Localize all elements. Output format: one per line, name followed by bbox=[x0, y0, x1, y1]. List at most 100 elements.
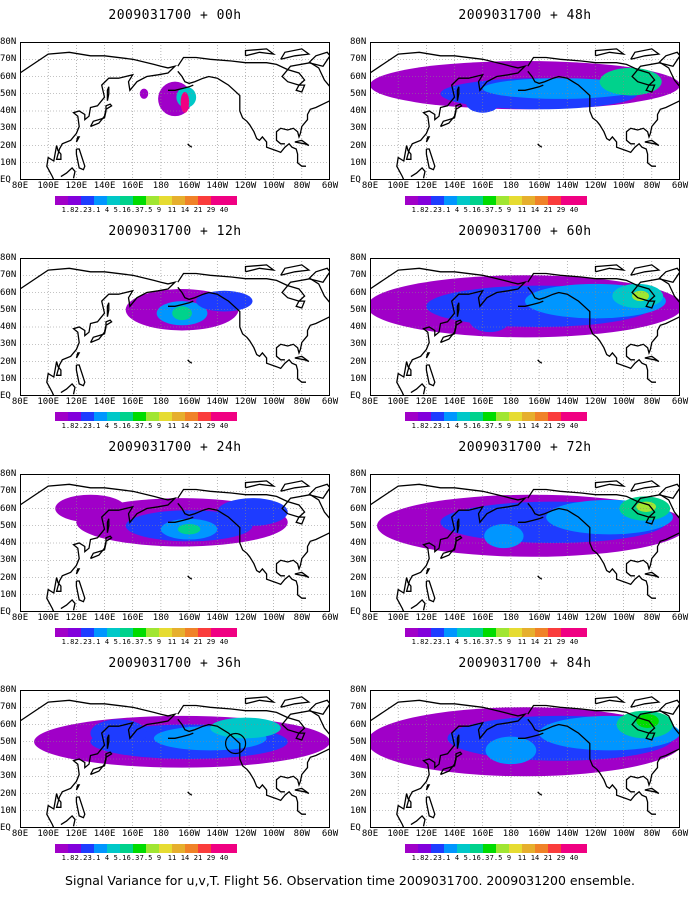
colorbar-label: 9 bbox=[156, 422, 162, 430]
colorbar-label: 14 bbox=[180, 422, 190, 430]
colorbar-swatch bbox=[133, 844, 146, 853]
colorbar-swatch bbox=[405, 628, 418, 637]
colorbar-swatch bbox=[68, 628, 81, 637]
coastline bbox=[89, 319, 113, 344]
colorbar-swatch bbox=[107, 844, 120, 853]
colorbar-swatch bbox=[496, 628, 509, 637]
colorbar-swatch bbox=[198, 196, 211, 205]
coastline bbox=[89, 751, 113, 776]
longitude-label: 180 bbox=[502, 829, 520, 839]
coastline bbox=[425, 784, 431, 791]
colorbar-swatch bbox=[81, 412, 94, 421]
longitude-label: 140E bbox=[93, 829, 116, 839]
map-panel: 2009031700 + 84h 80N 70N 60N 50N 40N 30N 20N 10N… bbox=[350, 648, 700, 862]
latitude-label: 20N bbox=[350, 788, 367, 799]
colorbar-label: 11 bbox=[167, 206, 177, 214]
colorbar-label: 3.1 bbox=[437, 422, 451, 430]
coastline bbox=[370, 483, 528, 612]
latitude-label: 20N bbox=[350, 140, 367, 151]
longitude-label: 80W bbox=[643, 829, 660, 839]
colorbar-label: 9 bbox=[506, 422, 512, 430]
colorbar-label: 5.1 bbox=[113, 422, 127, 430]
colorbar-swatch bbox=[185, 628, 198, 637]
colorbar-swatch bbox=[548, 412, 561, 421]
panel-title: 2009031700 + 12h bbox=[108, 224, 242, 239]
map-panel: 2009031700 + 48h 80N 70N 60N 50N 40N 30N 20N 10N… bbox=[350, 0, 700, 214]
latitude-label: 50N bbox=[0, 304, 17, 315]
coastline bbox=[275, 532, 330, 577]
colorbar-label: 29 bbox=[556, 638, 566, 646]
colorbar-swatch bbox=[133, 628, 146, 637]
coastline bbox=[644, 139, 660, 147]
latitude-label: 20N bbox=[350, 356, 367, 367]
colorbar-swatch bbox=[444, 844, 457, 853]
colorbar-swatch bbox=[120, 412, 133, 421]
coastline bbox=[294, 355, 310, 363]
latitude-label: 40N bbox=[350, 106, 367, 116]
latitude-label: 30N bbox=[350, 771, 367, 782]
colorbar-label: 1.8 bbox=[411, 206, 425, 214]
map-panel: 2009031700 + 60h 80N 70N 60N 50N 40N 30N 20N 10N… bbox=[350, 216, 700, 430]
coastline bbox=[410, 166, 426, 179]
colorbar-swatch bbox=[107, 196, 120, 205]
colorbar-label: 40 bbox=[219, 422, 229, 430]
colorbar-swatch bbox=[509, 844, 522, 853]
coastline bbox=[177, 502, 306, 599]
coastline bbox=[60, 382, 76, 395]
coastline bbox=[425, 364, 436, 387]
colorbar-swatch bbox=[120, 844, 133, 853]
colorbar-swatch bbox=[198, 844, 211, 853]
colorbar-swatch bbox=[470, 628, 483, 637]
panel-title: 2009031700 + 48h bbox=[458, 8, 592, 23]
colorbar-label: 7.5 bbox=[139, 206, 153, 214]
colorbar-swatch bbox=[470, 196, 483, 205]
coastline bbox=[20, 483, 178, 612]
longitude-label: 100W bbox=[262, 613, 285, 623]
coastline bbox=[625, 532, 680, 577]
colorbar-label: 2.2 bbox=[74, 422, 88, 430]
colorbar-swatch bbox=[120, 628, 133, 637]
map-panel: 2009031700 + 36h 80N 70N 60N 50N 40N 30N 20N 10N… bbox=[0, 648, 350, 862]
colorbar-label: 11 bbox=[517, 206, 527, 214]
longitude-label: 160W bbox=[178, 829, 200, 839]
latitude-label: 70N bbox=[0, 702, 17, 713]
colorbar-label: 5.1 bbox=[113, 206, 127, 214]
colorbar-swatch bbox=[509, 412, 522, 421]
colorbar-label: 3.1 bbox=[437, 638, 451, 646]
latitude-label: 80N bbox=[0, 253, 17, 263]
longitude-label: 120E bbox=[415, 397, 438, 407]
latitude-label: 70N bbox=[0, 54, 17, 65]
colorbar-swatch bbox=[431, 844, 444, 853]
coastline bbox=[630, 264, 661, 276]
coastline bbox=[106, 518, 110, 533]
colorbar bbox=[55, 196, 237, 205]
coastline bbox=[518, 300, 544, 307]
longitude-label: 100E bbox=[387, 829, 410, 839]
longitude-label: 140W bbox=[206, 613, 229, 623]
longitude-label: 180 bbox=[502, 181, 520, 191]
coastline bbox=[439, 319, 463, 344]
colorbar-label: 6.3 bbox=[126, 206, 140, 214]
longitude-label: 180 bbox=[152, 397, 170, 407]
colorbar-label: 21 bbox=[193, 206, 203, 214]
latitude-label: EQ bbox=[0, 607, 11, 617]
colorbar-swatch bbox=[224, 844, 237, 853]
latitude-label: 70N bbox=[0, 486, 17, 497]
variance-contour bbox=[217, 498, 288, 526]
colorbar-label: 3.1 bbox=[87, 854, 101, 862]
coastline bbox=[275, 316, 330, 361]
map-panel: 2009031700 + 00h 80N 70N 60N 50N 40N 30N 20N 10N… bbox=[0, 0, 350, 214]
longitude-label: 100W bbox=[612, 397, 635, 407]
colorbar-swatch bbox=[418, 412, 431, 421]
coastline bbox=[177, 56, 330, 88]
latitude-label: 10N bbox=[0, 157, 17, 168]
colorbar-label: 4 bbox=[104, 854, 110, 862]
colorbar-label: 2.2 bbox=[74, 854, 88, 862]
figure-caption: Signal Variance for u,v,T. Flight 56. Ob… bbox=[65, 873, 635, 888]
coastline bbox=[308, 51, 330, 67]
colorbar bbox=[405, 844, 587, 853]
colorbar-label: 9 bbox=[506, 854, 512, 862]
longitude-label: 140E bbox=[443, 613, 466, 623]
coastline bbox=[75, 136, 81, 143]
coastline bbox=[244, 264, 276, 273]
